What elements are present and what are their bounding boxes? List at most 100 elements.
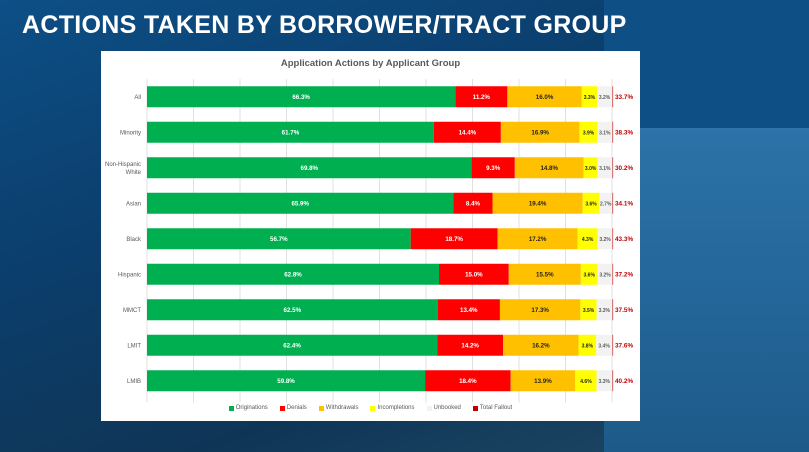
bar-total-fallout xyxy=(612,334,614,356)
bar-total-fallout xyxy=(612,121,614,143)
data-label: 17.3% xyxy=(531,307,549,314)
category-label: Hispanic xyxy=(118,272,141,278)
data-label: 3.1% xyxy=(599,166,611,172)
bar-withdrawals xyxy=(508,263,581,285)
total-fallout-label: 38.3% xyxy=(615,129,633,136)
bar-incompletions xyxy=(578,334,597,356)
category-label: White xyxy=(126,170,142,176)
bar-total-fallout xyxy=(612,157,614,179)
bar-withdrawals xyxy=(507,86,582,108)
category-label: LMIB xyxy=(127,379,141,385)
legend-label: Total Fallout xyxy=(479,405,513,411)
category-label: Asian xyxy=(126,201,141,207)
bar-originations xyxy=(147,370,426,392)
bar-originations xyxy=(147,192,454,214)
bar-originations xyxy=(147,228,411,250)
bar-incompletions xyxy=(582,192,600,214)
total-fallout-label: 40.2% xyxy=(615,378,633,385)
data-label: 61.7% xyxy=(282,129,300,136)
data-label: 3.1% xyxy=(599,130,611,136)
bar-unbooked xyxy=(599,192,612,214)
data-label: 62.5% xyxy=(284,307,302,314)
category-label: Non-Hispanic xyxy=(105,162,141,168)
data-label: 3.3% xyxy=(584,95,596,101)
bar-unbooked xyxy=(597,157,612,179)
legend: Originations Denials Withdrawals Incompleti… xyxy=(101,405,640,411)
bar-withdrawals xyxy=(503,334,579,356)
total-fallout-label: 37.6% xyxy=(615,342,633,349)
bar-total-fallout xyxy=(612,299,614,321)
bar-denials xyxy=(471,157,515,179)
data-label: 69.8% xyxy=(301,165,319,172)
bar-incompletions xyxy=(581,86,598,108)
data-label: 9.3% xyxy=(486,165,501,172)
bar-denials xyxy=(433,121,501,143)
data-label: 2.7% xyxy=(600,201,612,207)
data-label: 59.8% xyxy=(277,378,295,385)
bar-total-fallout xyxy=(612,86,614,108)
legend-swatch xyxy=(228,405,234,411)
data-label: 14.4% xyxy=(459,129,477,136)
category-label: LMIT xyxy=(127,343,141,349)
data-label: 11.2% xyxy=(473,94,491,101)
data-label: 65.9% xyxy=(291,200,309,207)
legend-item: Withdrawals xyxy=(318,405,358,411)
data-label: 14.2% xyxy=(461,342,479,349)
legend-label: Incompletions xyxy=(377,405,415,411)
data-label: 16.0% xyxy=(536,94,554,101)
data-label: 18.7% xyxy=(445,236,463,243)
total-fallout-label: 43.3% xyxy=(615,236,633,243)
bar-denials xyxy=(410,228,498,250)
legend-item: Originations xyxy=(228,405,268,411)
bar-denials xyxy=(453,192,493,214)
bar-unbooked xyxy=(596,334,612,356)
bar-unbooked xyxy=(596,370,612,392)
legend-item: Total Fallout xyxy=(472,405,513,411)
bar-incompletions xyxy=(580,299,597,321)
chart-title: Application Actions by Applicant Group xyxy=(280,58,461,69)
data-label: 3.0% xyxy=(585,166,597,172)
legend-swatch xyxy=(472,405,478,411)
data-label: 56.7% xyxy=(270,236,288,243)
bar-total-fallout xyxy=(612,263,614,285)
data-label: 18.4% xyxy=(459,378,477,385)
data-label: 13.4% xyxy=(460,307,478,314)
chart-plot: All 66.3% 11.2% 16.0% 3.3% 3.2% 33.7%Minority 6… xyxy=(105,79,633,403)
data-label: 16.9% xyxy=(531,129,549,136)
data-label: 4.3% xyxy=(582,237,594,243)
bar-withdrawals xyxy=(510,370,576,392)
bar-incompletions xyxy=(579,121,598,143)
data-label: 16.2% xyxy=(532,342,550,349)
data-label: 3.2% xyxy=(599,237,611,243)
bar-unbooked xyxy=(596,299,612,321)
bar-incompletions xyxy=(575,370,597,392)
bar-denials xyxy=(439,263,509,285)
category-label: All xyxy=(134,95,141,101)
data-label: 3.3% xyxy=(599,308,611,314)
bar-unbooked xyxy=(597,121,612,143)
data-label: 3.6% xyxy=(585,201,597,207)
bar-denials xyxy=(437,299,500,321)
category-label: Minority xyxy=(120,130,141,136)
legend-label: Denials xyxy=(286,405,307,411)
bar-total-fallout xyxy=(612,228,614,250)
data-label: 19.4% xyxy=(529,200,547,207)
category-label: Black xyxy=(126,237,142,243)
category-label: MMCT xyxy=(123,308,141,314)
legend-label: Originations xyxy=(235,405,268,411)
bar-incompletions xyxy=(583,157,598,179)
data-label: 15.0% xyxy=(465,271,483,278)
bar-originations xyxy=(147,299,438,321)
bar-originations xyxy=(147,157,472,179)
bar-originations xyxy=(147,121,434,143)
data-label: 3.8% xyxy=(582,343,594,349)
legend-label: Unbooked xyxy=(433,405,461,411)
bar-withdrawals xyxy=(492,192,583,214)
bar-withdrawals xyxy=(500,121,580,143)
data-label: 62.4% xyxy=(283,342,301,349)
data-label: 14.8% xyxy=(540,165,558,172)
legend-swatch xyxy=(318,405,324,411)
legend-swatch xyxy=(426,405,432,411)
total-fallout-label: 34.1% xyxy=(615,200,633,207)
legend-swatch xyxy=(279,405,285,411)
